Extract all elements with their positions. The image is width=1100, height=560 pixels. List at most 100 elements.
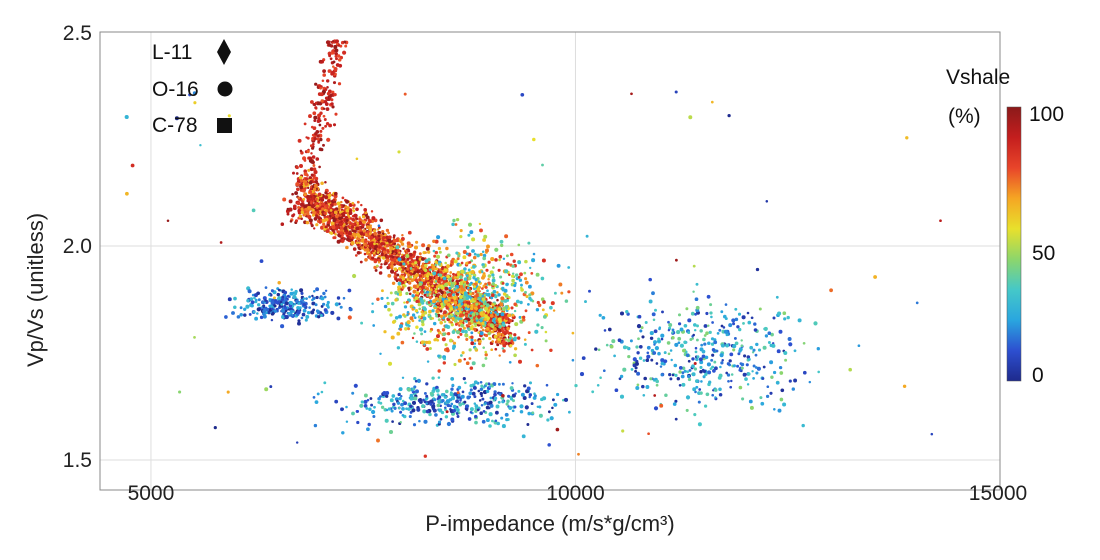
data-point xyxy=(451,330,456,334)
data-point xyxy=(376,228,380,231)
data-point xyxy=(480,326,483,329)
data-point xyxy=(323,227,327,231)
data-point xyxy=(415,291,420,295)
data-point xyxy=(500,299,504,303)
data-point xyxy=(420,285,425,290)
data-point xyxy=(325,79,330,83)
data-point xyxy=(284,301,289,306)
data-point xyxy=(326,220,331,225)
data-point xyxy=(440,278,444,282)
data-point xyxy=(748,399,753,404)
data-point xyxy=(466,286,470,290)
data-point xyxy=(492,266,495,269)
data-point xyxy=(330,102,334,106)
data-point xyxy=(308,176,313,180)
data-point xyxy=(297,321,301,326)
data-point xyxy=(681,366,686,371)
data-point xyxy=(385,235,390,240)
data-point xyxy=(496,298,499,302)
data-point xyxy=(445,410,449,414)
data-point xyxy=(346,237,350,242)
data-point xyxy=(402,247,405,250)
data-point xyxy=(283,290,288,295)
data-point xyxy=(322,143,325,147)
data-point xyxy=(443,299,448,304)
data-point xyxy=(413,298,416,302)
data-point xyxy=(467,268,471,272)
data-point xyxy=(312,102,316,106)
data-point xyxy=(262,309,267,314)
data-point xyxy=(648,299,653,304)
data-point xyxy=(399,275,403,279)
data-point xyxy=(705,311,709,316)
data-point xyxy=(540,276,545,281)
data-point xyxy=(671,373,675,377)
data-point xyxy=(252,310,256,314)
data-point xyxy=(397,392,401,397)
data-point xyxy=(485,248,489,253)
data-point xyxy=(435,287,438,291)
data-point xyxy=(491,308,495,312)
data-point xyxy=(513,309,517,313)
data-point xyxy=(512,259,516,263)
data-point xyxy=(501,288,505,292)
data-point xyxy=(505,282,509,286)
data-point xyxy=(400,255,404,259)
data-point xyxy=(431,309,435,313)
data-point xyxy=(251,293,255,297)
data-point xyxy=(468,282,472,287)
data-point xyxy=(671,336,675,340)
data-point xyxy=(351,229,355,233)
data-point xyxy=(639,329,643,333)
data-point xyxy=(406,244,411,249)
data-point xyxy=(740,344,744,348)
data-point xyxy=(288,199,293,204)
data-point xyxy=(338,63,343,68)
data-point xyxy=(385,228,390,233)
data-point xyxy=(769,360,774,365)
data-point xyxy=(505,254,509,258)
data-point xyxy=(660,373,664,377)
data-point xyxy=(743,354,747,358)
data-point xyxy=(555,392,560,397)
data-point xyxy=(460,261,464,265)
data-point xyxy=(519,272,523,277)
data-point xyxy=(325,209,328,212)
data-point xyxy=(477,315,481,319)
data-point xyxy=(481,328,485,332)
data-point xyxy=(447,292,452,298)
data-point xyxy=(444,282,449,287)
data-point xyxy=(322,69,326,73)
data-point xyxy=(416,378,421,383)
data-point xyxy=(695,305,700,310)
data-point xyxy=(450,396,456,401)
data-point xyxy=(426,360,430,363)
data-point xyxy=(233,296,237,301)
data-point xyxy=(295,299,299,304)
data-point xyxy=(317,192,322,197)
data-point xyxy=(395,245,400,250)
diamond-icon xyxy=(217,39,231,65)
data-point xyxy=(386,242,389,245)
data-point xyxy=(456,330,461,335)
data-point xyxy=(308,194,313,199)
data-point xyxy=(292,213,296,216)
data-point xyxy=(732,364,736,368)
data-point xyxy=(648,277,652,282)
data-point xyxy=(492,327,497,332)
data-point xyxy=(300,298,304,302)
data-point xyxy=(368,252,372,257)
data-point xyxy=(609,344,614,349)
data-point xyxy=(319,111,323,115)
data-point xyxy=(257,298,261,302)
data-point xyxy=(547,410,551,414)
data-point xyxy=(479,411,484,416)
data-point xyxy=(264,299,268,302)
data-point xyxy=(299,179,304,183)
data-point xyxy=(517,389,521,393)
data-point xyxy=(292,294,297,299)
data-point xyxy=(695,357,699,362)
data-point xyxy=(399,410,403,414)
data-point xyxy=(454,322,458,326)
data-point xyxy=(452,291,456,294)
